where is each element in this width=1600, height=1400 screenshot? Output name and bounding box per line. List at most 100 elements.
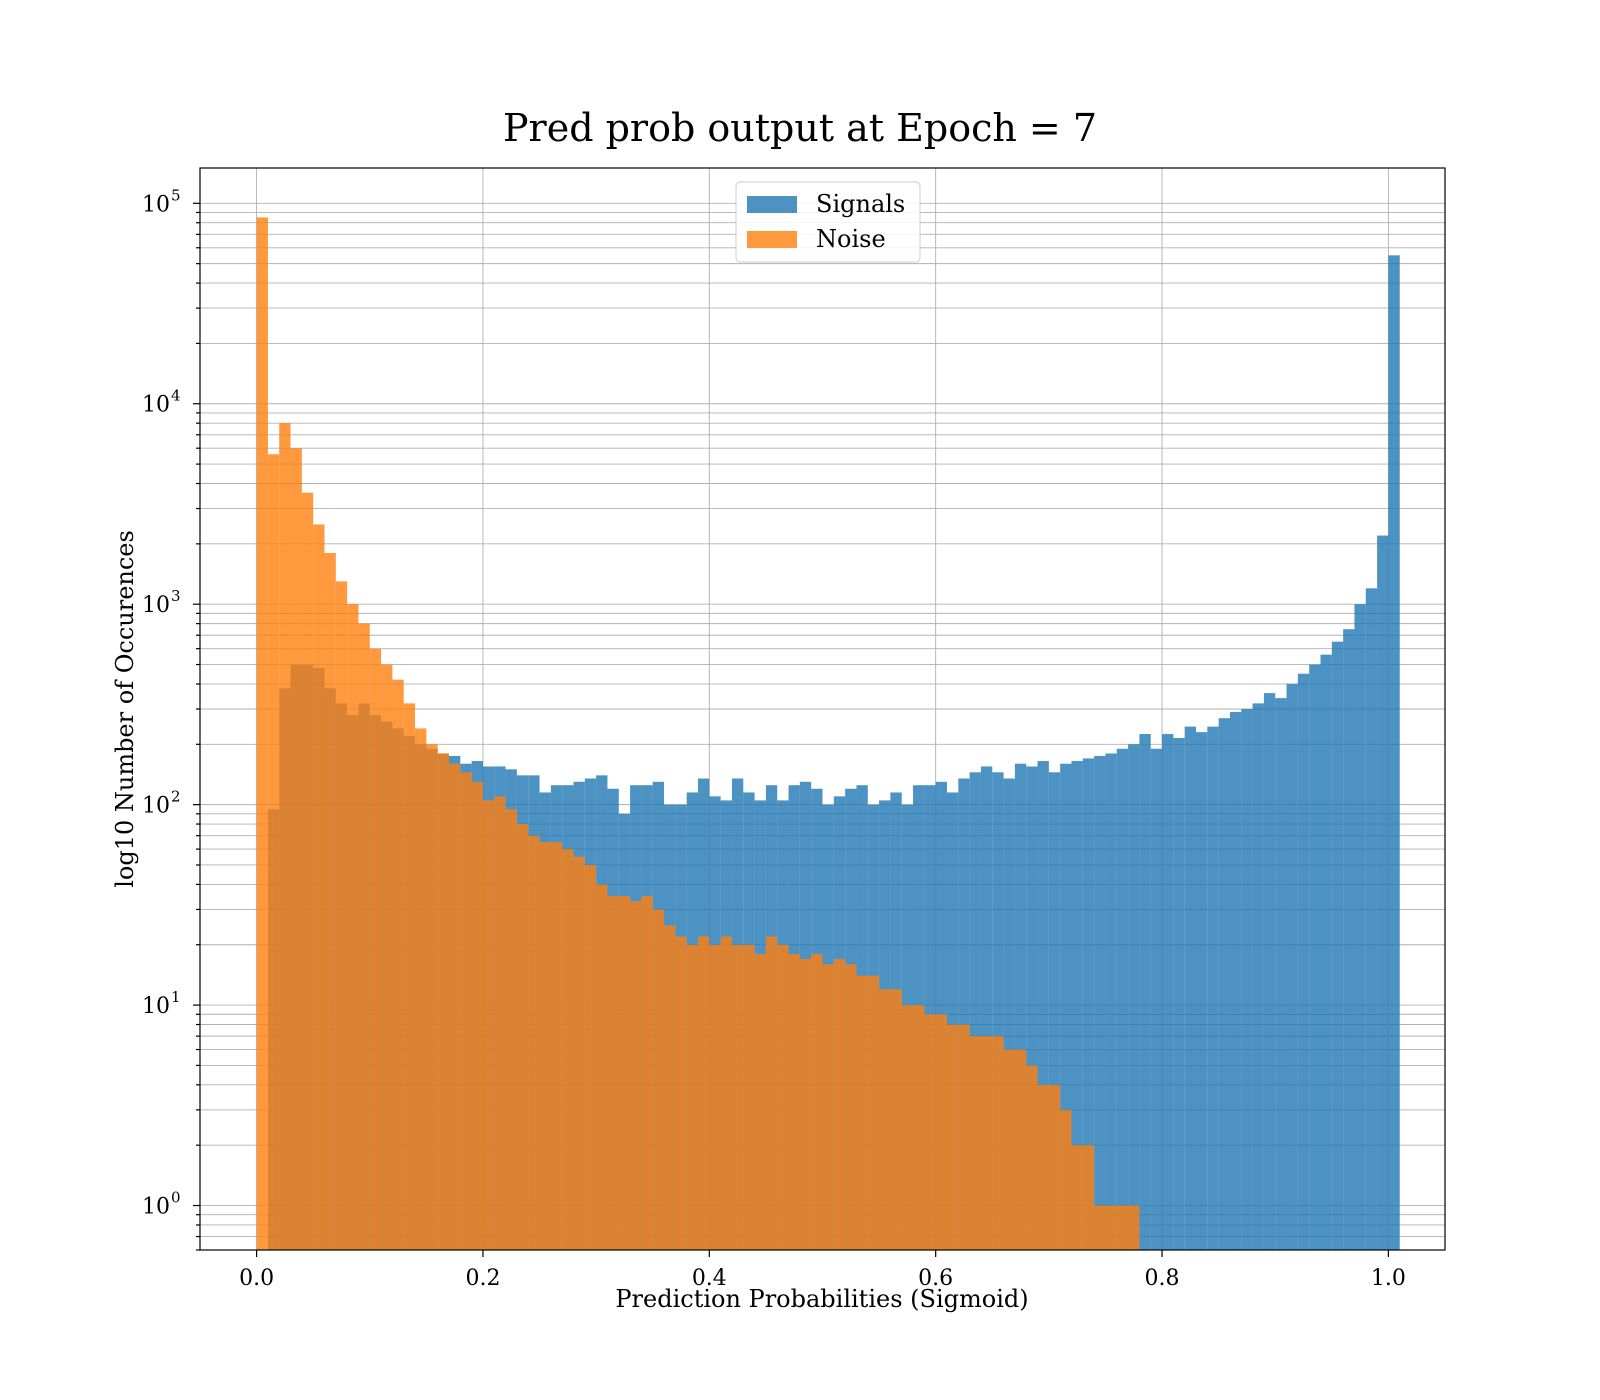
bar-noise xyxy=(505,809,517,1250)
bar-noise xyxy=(811,953,823,1250)
y-axis-label: log10 Number of Occurences xyxy=(111,530,139,888)
bar-noise xyxy=(358,623,370,1250)
bar-signals xyxy=(1071,761,1083,1250)
bar-noise xyxy=(437,753,449,1250)
bar-noise xyxy=(516,824,529,1250)
bar-noise xyxy=(1026,1065,1038,1250)
bar-noise xyxy=(290,448,302,1250)
bar-noise xyxy=(958,1024,970,1250)
bar-noise xyxy=(301,492,314,1250)
bar-signals xyxy=(1263,693,1276,1250)
x-axis-label: Prediction Probabilities (Sigmoid) xyxy=(615,1285,1028,1313)
bar-noise xyxy=(992,1036,1004,1250)
bar-signals xyxy=(1207,726,1219,1250)
x-tick-label: 0.4 xyxy=(692,1266,727,1291)
bar-signals xyxy=(958,778,970,1250)
bar-noise xyxy=(754,953,766,1250)
bar-noise xyxy=(1037,1084,1049,1250)
bar-noise xyxy=(630,901,642,1250)
bar-signals xyxy=(1184,726,1196,1250)
bar-noise xyxy=(471,781,483,1250)
bar-noise xyxy=(731,944,744,1250)
bar-noise xyxy=(256,217,268,1250)
bar-noise xyxy=(765,936,778,1250)
bar-noise xyxy=(1094,1205,1106,1250)
bar-noise xyxy=(845,964,857,1250)
y-tick-exponent: 0 xyxy=(171,1189,181,1207)
bar-signals xyxy=(1162,734,1174,1250)
bar-noise xyxy=(935,1014,947,1250)
bar-noise xyxy=(1105,1205,1117,1250)
bar-noise xyxy=(709,944,721,1250)
x-tick-label: 1.0 xyxy=(1371,1266,1406,1291)
bar-noise xyxy=(913,1005,925,1250)
bar-noise xyxy=(369,648,382,1250)
bar-noise xyxy=(1014,1049,1027,1250)
bar-noise xyxy=(1116,1205,1129,1250)
y-tick-exponent: 2 xyxy=(171,788,181,806)
bar-noise xyxy=(675,936,687,1250)
y-tick-exponent: 4 xyxy=(171,387,181,405)
bar-noise xyxy=(539,842,551,1250)
bar-noise xyxy=(347,604,359,1250)
bar-noise xyxy=(969,1036,981,1250)
bar-noise xyxy=(607,896,619,1250)
bar-noise xyxy=(528,835,540,1250)
bar-signals xyxy=(947,792,959,1250)
bar-signals xyxy=(1082,758,1095,1250)
y-tick-exponent: 1 xyxy=(171,988,181,1006)
y-tick-label: 10 xyxy=(142,994,170,1019)
bar-noise xyxy=(562,849,574,1250)
bar-signals xyxy=(1026,766,1038,1250)
bar-signals xyxy=(1297,673,1310,1250)
bar-signals xyxy=(1354,604,1366,1250)
x-axis-ticks: 0.0 0.2 0.4 0.6 0.8 1.0 xyxy=(239,1250,1406,1291)
bar-noise xyxy=(856,975,868,1250)
legend: Signals Noise xyxy=(735,181,921,263)
bar-noise xyxy=(426,744,438,1250)
bar-noise xyxy=(867,975,880,1250)
x-tick-label: 0.8 xyxy=(1145,1266,1180,1291)
y-tick-label: 10 xyxy=(142,1195,170,1220)
bar-signals xyxy=(1229,711,1242,1250)
bar-noise xyxy=(822,964,834,1250)
bar-noise xyxy=(1082,1145,1095,1250)
bar-noise xyxy=(494,796,506,1250)
histogram-bars xyxy=(256,217,1400,1251)
bar-noise xyxy=(664,925,676,1250)
x-tick-label: 0.0 xyxy=(239,1266,274,1291)
bar-signals xyxy=(1377,535,1389,1250)
bar-signals xyxy=(1014,763,1027,1250)
y-tick-exponent: 5 xyxy=(171,186,181,204)
bar-signals xyxy=(1365,588,1378,1250)
bar-signals xyxy=(1286,683,1298,1250)
bar-noise xyxy=(947,1024,959,1250)
bar-noise xyxy=(313,524,325,1250)
bar-noise xyxy=(1060,1109,1072,1250)
bar-noise xyxy=(641,896,653,1250)
bar-noise xyxy=(788,953,800,1250)
y-tick-exponent: 3 xyxy=(171,587,181,605)
bar-signals xyxy=(1060,763,1072,1250)
bar-signals xyxy=(1150,748,1163,1250)
bar-noise xyxy=(403,703,416,1250)
bar-signals xyxy=(1275,698,1287,1250)
bar-signals xyxy=(1116,748,1129,1250)
y-tick-label: 10 xyxy=(142,393,170,418)
bar-noise xyxy=(890,989,902,1250)
series-noise xyxy=(256,217,1140,1250)
bar-signals xyxy=(969,772,981,1250)
bar-signals xyxy=(1048,772,1061,1250)
legend-swatch-noise xyxy=(747,231,797,248)
y-tick-label: 10 xyxy=(142,794,170,819)
bar-noise xyxy=(698,936,710,1250)
bar-noise xyxy=(449,763,461,1250)
bar-signals xyxy=(1343,629,1355,1250)
bar-noise xyxy=(335,581,348,1250)
bar-signals xyxy=(1252,703,1264,1250)
bar-signals xyxy=(1309,664,1321,1250)
bar-noise xyxy=(584,864,597,1250)
bar-signals xyxy=(1105,753,1117,1250)
